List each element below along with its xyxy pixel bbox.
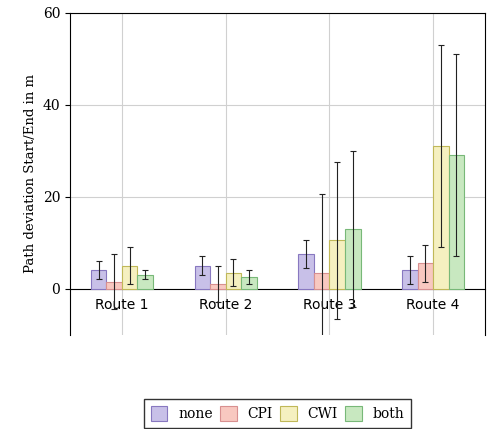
Bar [122, 266, 138, 289]
Bar [241, 277, 257, 289]
Bar [433, 146, 448, 289]
Bar [106, 282, 122, 289]
Bar [345, 229, 360, 289]
Y-axis label: Path deviation Start/End in m: Path deviation Start/End in m [24, 74, 37, 273]
Bar [402, 270, 417, 289]
Bar [226, 272, 241, 289]
Bar [298, 254, 314, 289]
Bar [91, 270, 106, 289]
Bar [418, 263, 433, 289]
Bar [314, 272, 330, 289]
Bar [330, 240, 345, 289]
Bar [448, 155, 464, 289]
Legend: none, CPI, CWI, both: none, CPI, CWI, both [144, 399, 412, 428]
Bar [138, 275, 153, 289]
Bar [210, 284, 226, 289]
Bar [194, 266, 210, 289]
